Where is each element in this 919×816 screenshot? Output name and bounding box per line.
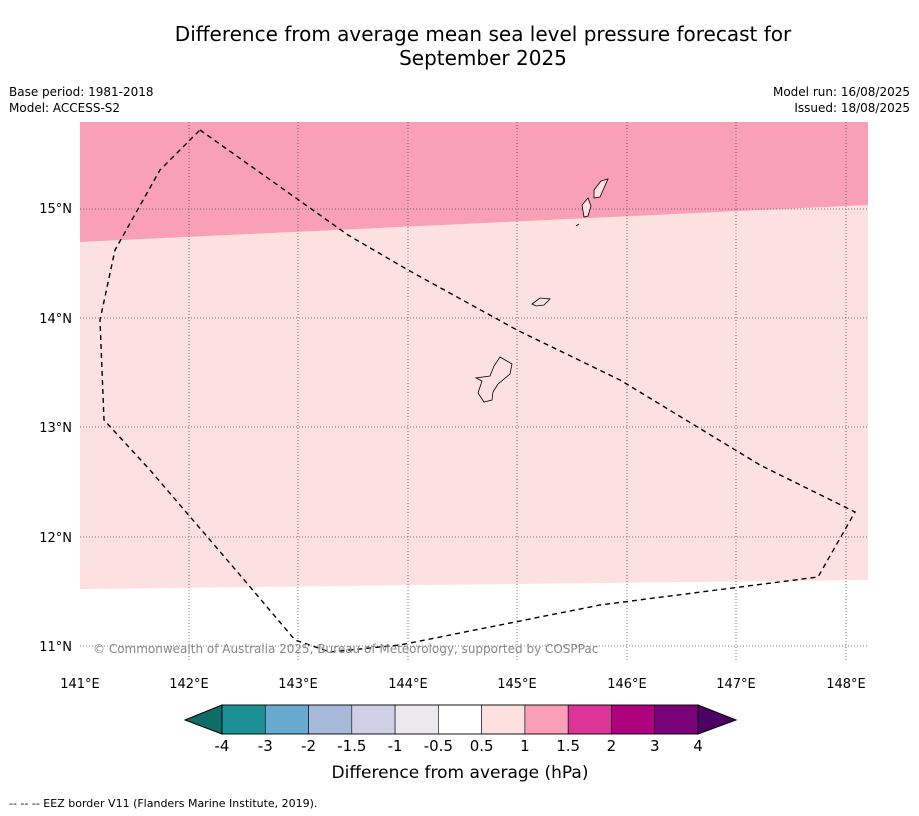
colorbar-swatch (394, 704, 439, 735)
eez-legend-note: -- -- -- EEZ border V11 (Flanders Marine… (9, 797, 318, 810)
colorbar-tick-label: -1 (388, 737, 403, 755)
colorbar-tick-label: 4 (693, 737, 703, 755)
colorbar-tick-label: 3 (650, 737, 660, 755)
title-line-2: September 2025 (399, 46, 567, 70)
colorbar-tick-label: 0.5 (470, 737, 494, 755)
colorbar-tick-label: -2 (301, 737, 316, 755)
eez-border (99, 129, 856, 653)
colorbar-tick-label: -1.5 (337, 737, 366, 755)
island-tinian (581, 197, 592, 218)
lon-tick: 141°E (60, 677, 100, 692)
colorbar-under-arrow (183, 704, 223, 735)
colorbar-swatch (351, 704, 396, 735)
meta-right: Model run: 16/08/2025 Issued: 18/08/2025 (773, 84, 910, 116)
colorbar-tick-label: 2 (607, 737, 617, 755)
lat-tick: 15°N (39, 202, 72, 217)
lon-tick: 142°E (169, 677, 209, 692)
model-name: Model: ACCESS-S2 (9, 101, 121, 115)
title-line-1: Difference from average mean sea level p… (174, 22, 792, 46)
pressure-zone-1-to-1-5 (80, 122, 868, 242)
island-guam (474, 356, 513, 403)
lat-tick: 13°N (39, 421, 72, 436)
lat-tick: 12°N (39, 531, 72, 546)
island-saipan (593, 178, 609, 199)
colorbar-swatch (308, 704, 353, 735)
island-aguijan (575, 223, 580, 227)
lat-ticks: 15°N 14°N 13°N 12°N 11°N (39, 202, 72, 655)
colorbar-tick-label: 1.5 (556, 737, 580, 755)
colorbar-swatch (567, 704, 612, 735)
islands (474, 178, 609, 403)
colorbar-swatch (221, 704, 266, 735)
meta-left: Base period: 1981-2018 Model: ACCESS-S2 (9, 84, 154, 116)
colorbar-tick-label: 1 (520, 737, 530, 755)
colorbar-over-arrow (697, 704, 738, 735)
lon-ticks: 141°E 142°E 143°E 144°E 145°E 146°E 147°… (60, 677, 866, 692)
colorbar-label: Difference from average (hPa) (332, 763, 589, 783)
lon-tick: 144°E (388, 677, 428, 692)
lat-tick: 14°N (39, 312, 72, 327)
colorbar-swatch (438, 704, 482, 735)
lon-tick: 147°E (716, 677, 756, 692)
colorbar-tick-label: -4 (215, 737, 230, 755)
colorbar-tick-label: -0.5 (424, 737, 453, 755)
lon-tick: 143°E (278, 677, 318, 692)
colorbar-outline (221, 704, 699, 735)
colorbar-swatch (481, 704, 526, 735)
base-period: Base period: 1981-2018 (9, 85, 154, 99)
colorbar-swatch (611, 704, 656, 735)
lon-tick: 146°E (607, 677, 647, 692)
map-title: Difference from average mean sea level p… (0, 22, 919, 70)
colorbar-swatch (654, 704, 699, 735)
island-rota (531, 297, 551, 307)
colorbar-swatch (264, 704, 309, 735)
colorbar-tick-label: -3 (258, 737, 273, 755)
lat-tick: 11°N (39, 640, 72, 655)
copyright-text: © Commonwealth of Australia 2025, Bureau… (93, 642, 598, 656)
lon-tick: 148°E (826, 677, 866, 692)
colorbar: -4 -3 -2 -1.5 -1 -0.5 0.5 1 1.5 2 3 4 Difference fr… (183, 704, 738, 783)
lon-tick: 145°E (497, 677, 537, 692)
pressure-zone-0-5-to-1 (80, 205, 868, 589)
map-area (80, 122, 868, 660)
model-run: Model run: 16/08/2025 (772, 85, 910, 99)
issued-date: Issued: 18/08/2025 (794, 101, 910, 115)
colorbar-swatch (524, 704, 569, 735)
gridlines (80, 122, 868, 660)
